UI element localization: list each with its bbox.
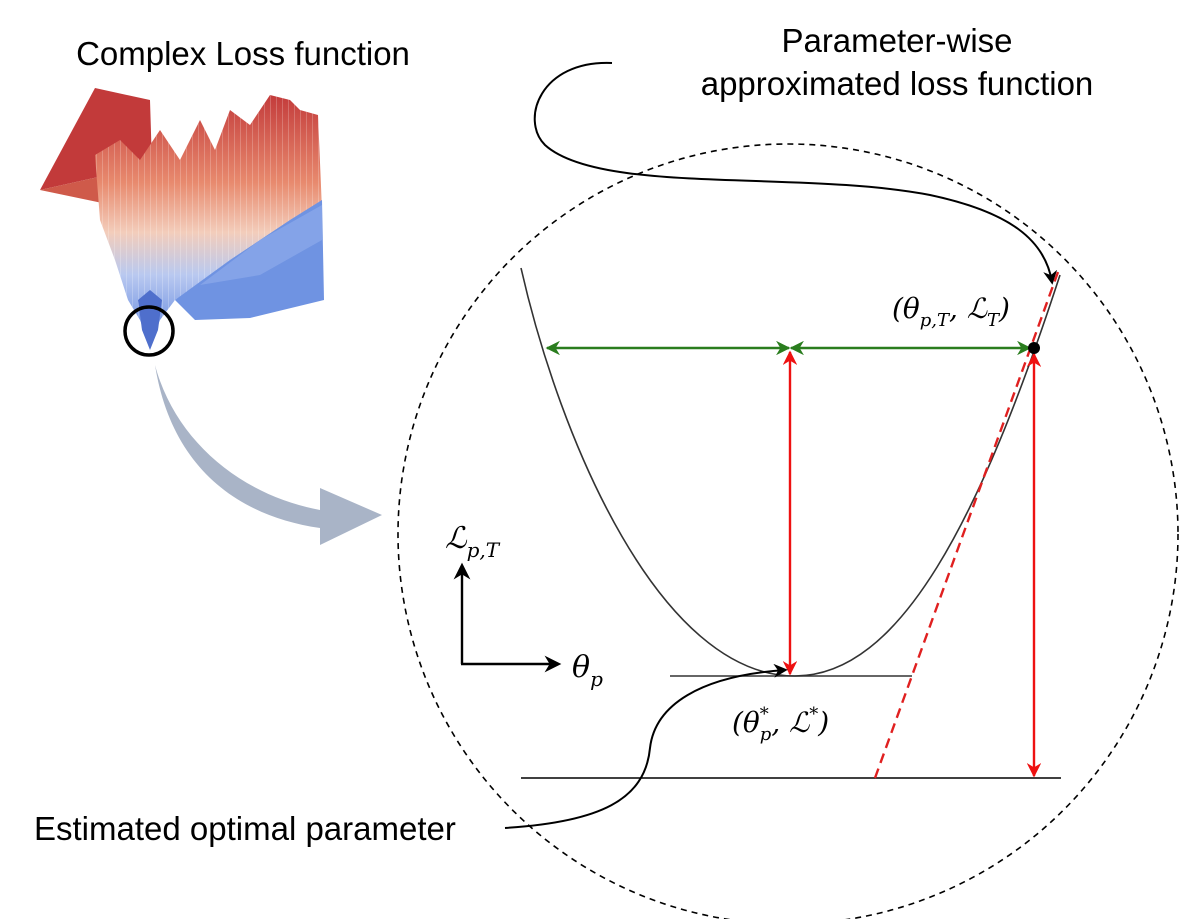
current-point-label: (θp,T, ℒT) [892, 292, 1010, 331]
minimum-highlight-circle [123, 305, 175, 357]
optimal-pointer [504, 663, 788, 829]
zoom-arrow [155, 365, 382, 545]
estimated-optimal-label: Estimated optimal parameter [34, 810, 456, 847]
loss-surface-3d [40, 88, 324, 350]
current-point-dot [1028, 342, 1040, 354]
optimal-point-label: (θ* p, ℒ*) [732, 704, 829, 745]
axis-x-label: θp [572, 650, 603, 691]
axis-y-label: ℒp,T [445, 521, 501, 562]
complex-loss-title: Complex Loss function [76, 35, 410, 72]
zoom-dashed-circle [397, 143, 1179, 919]
approx-loss-title-line2: approximated loss function [701, 65, 1094, 102]
approx-loss-title-line1: Parameter-wise [781, 22, 1012, 59]
approx-loss-pointer [533, 61, 1058, 285]
